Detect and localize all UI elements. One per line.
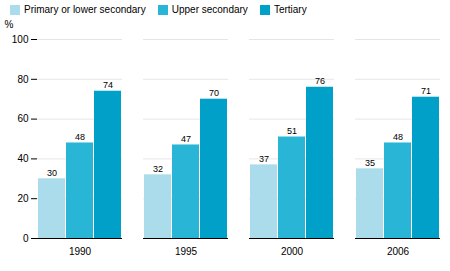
svg-text:37: 37	[259, 154, 269, 164]
html-text:Primary or lower secondary: Primary or lower secondary	[24, 4, 146, 15]
svg-text:32: 32	[153, 164, 163, 174]
svg-text:48: 48	[75, 132, 85, 142]
svg-text:80: 80	[17, 74, 29, 85]
svg-text:40: 40	[17, 153, 29, 164]
html-text:Tertiary: Tertiary	[273, 4, 307, 15]
svg-text:70: 70	[209, 88, 219, 98]
svg-text:2000: 2000	[281, 246, 304, 257]
svg-text:%: %	[5, 19, 14, 30]
html-text:Upper secondary: Upper secondary	[171, 4, 248, 15]
svg-text:1995: 1995	[175, 246, 198, 257]
svg-text:35: 35	[365, 158, 375, 168]
svg-text:30: 30	[47, 168, 57, 178]
svg-text:51: 51	[287, 126, 297, 136]
svg-text:47: 47	[181, 134, 191, 144]
svg-text:1990: 1990	[69, 246, 92, 257]
svg-text:71: 71	[421, 86, 431, 96]
svg-text:48: 48	[393, 132, 403, 142]
svg-text:100: 100	[12, 34, 29, 45]
svg-text:20: 20	[17, 193, 29, 204]
svg-text:2006: 2006	[387, 246, 410, 257]
svg-text:60: 60	[17, 113, 29, 124]
svg-text:76: 76	[315, 76, 325, 86]
svg-text:0: 0	[23, 233, 29, 244]
svg-text:74: 74	[103, 80, 113, 90]
